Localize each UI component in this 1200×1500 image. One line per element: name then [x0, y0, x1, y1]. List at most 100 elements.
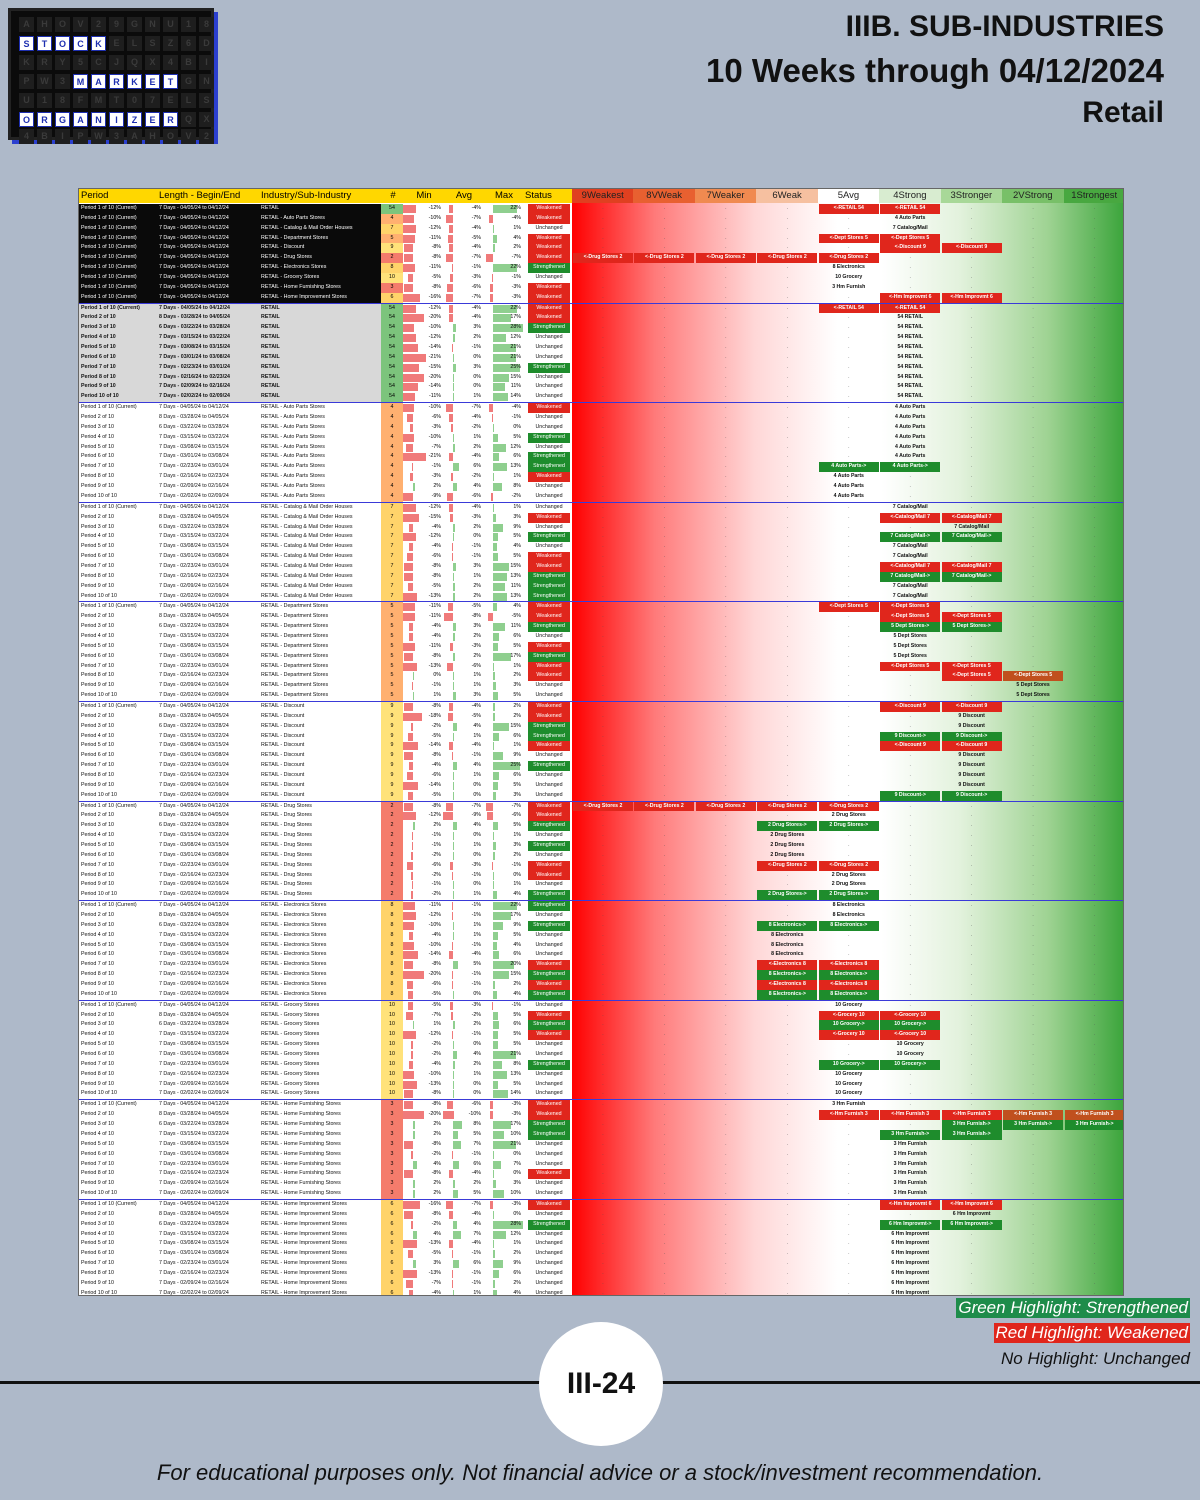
min-bar: [404, 1101, 413, 1110]
min-cell: -8%: [403, 1169, 443, 1179]
avg-value: -2%: [471, 1011, 481, 1018]
length-cell: 7 Days - 02/16/24 to 02/23/24: [159, 672, 229, 679]
min-bar: [411, 842, 413, 850]
max-bar: [493, 881, 495, 890]
empty-rank-cell: .: [970, 443, 973, 450]
empty-rank-cell: .: [602, 1051, 604, 1058]
status-badge: Weakened: [528, 253, 570, 264]
empty-rank-cell: .: [970, 463, 973, 470]
empty-rank-cell: .: [725, 1260, 727, 1267]
period-cell: Period 4 of 10: [81, 832, 114, 839]
empty-rank-cell: .: [725, 383, 727, 390]
empty-rank-cell: .: [909, 822, 911, 829]
avg-bar: [445, 1200, 453, 1209]
period-cell: Period 6 of 10: [81, 851, 114, 858]
min-bar: [408, 1289, 413, 1295]
empty-rank-cell: .: [1093, 951, 1096, 958]
table-row: Period 5 of 10 7 Days - 03/08/24 to 03/15…: [79, 641, 1123, 652]
empty-rank-cell: .: [848, 1200, 850, 1207]
count-cell: 4: [381, 422, 403, 433]
length-cell: 6 Days - 03/22/24 to 03/28/24: [157, 323, 259, 334]
empty-rank-cell: .: [663, 234, 666, 241]
min-cell: -14%: [403, 781, 443, 791]
empty-rank-cell: .: [602, 353, 604, 360]
industry-cell: RETAIL - Catalog & Mail Order Houses: [261, 582, 353, 589]
empty-rank-cell: .: [970, 961, 973, 968]
period-cell: Period 5 of 10: [81, 742, 114, 749]
empty-rank-cell: .: [663, 752, 666, 759]
min-bar: [403, 453, 426, 462]
empty-rank-cell: .: [602, 453, 604, 460]
industry-cell: RETAIL - Drug Stores: [261, 832, 312, 839]
empty-rank-cell: .: [1093, 433, 1096, 440]
rank-tag: 54 RETAIL: [897, 314, 923, 321]
max-bar: [493, 1041, 499, 1050]
max-cell: 15%: [483, 722, 523, 732]
empty-rank-cell: .: [602, 492, 604, 499]
industry-cell: RETAIL - Auto Parts Stores: [261, 423, 325, 430]
table-row: Period 1 of 10 (Current) 7 Days - 04/05/2…: [79, 204, 1123, 214]
empty-rank-cell: .: [1032, 881, 1034, 888]
empty-rank-cell: .: [909, 931, 911, 938]
rank-tag: 3 Hm Furnish->: [1003, 1120, 1064, 1130]
avg-bar: [453, 692, 457, 701]
empty-rank-cell: .: [725, 1021, 727, 1028]
header-cell: Period: [79, 189, 157, 203]
period-cell: Period 7 of 10: [81, 1060, 114, 1067]
empty-rank-cell: .: [725, 244, 727, 251]
min-bar: [403, 1111, 425, 1120]
empty-rank-cell: .: [786, 1001, 789, 1008]
max-cell: -4%: [483, 403, 523, 413]
max-cell: 9%: [483, 523, 523, 533]
empty-rank-cell: .: [1032, 1240, 1034, 1247]
rank-tag: 2 Drug Stores->: [757, 890, 818, 901]
period-cell: Period 5 of 10: [81, 1240, 114, 1247]
min-cell: -12%: [403, 224, 443, 234]
industry-cell: RETAIL - Catalog & Mail Order Houses: [261, 503, 353, 510]
empty-rank-cell: .: [848, 1160, 850, 1167]
empty-rank-cell: .: [602, 672, 604, 679]
empty-rank-cell: .: [786, 274, 789, 281]
length-cell: 7 Days - 04/05/24 to 04/12/24: [159, 702, 229, 709]
avg-bar: [451, 1150, 453, 1159]
period-cell: Period 2 of 10: [81, 712, 114, 719]
avg-value: 1%: [473, 931, 481, 938]
status-badge: Strengthened: [528, 581, 570, 592]
empty-rank-cell: .: [663, 503, 666, 510]
rank-tag: 8 Electronics->: [818, 989, 879, 1000]
avg-bar: [451, 981, 453, 990]
rank-tag: 3 Hm Furnish: [832, 283, 866, 290]
empty-rank-cell: .: [786, 463, 789, 470]
empty-rank-cell: .: [725, 224, 727, 231]
empty-rank-cell: .: [970, 304, 973, 311]
header-rank-cell: 3Stronger: [940, 189, 1003, 203]
empty-rank-cell: .: [663, 861, 666, 868]
empty-rank-cell: .: [725, 1031, 727, 1038]
empty-rank-cell: .: [1032, 791, 1034, 798]
empty-rank-cell: .: [602, 682, 604, 689]
max-cell: 5%: [483, 1040, 523, 1050]
avg-value: 0%: [473, 373, 481, 380]
empty-rank-cell: .: [725, 414, 727, 421]
period-cell: Period 5 of 10: [81, 443, 114, 450]
empty-rank-cell: .: [602, 1170, 604, 1177]
empty-rank-cell: .: [786, 293, 789, 300]
avg-bar: [453, 771, 455, 780]
industry-cell: RETAIL - Department Stores: [261, 603, 329, 610]
empty-rank-cell: .: [786, 1031, 789, 1038]
period-cell: Period 6 of 10: [81, 752, 114, 759]
logo-letter: E: [109, 36, 124, 51]
avg-cell: 1%: [443, 433, 483, 443]
status-badge: Weakened: [528, 243, 570, 254]
empty-rank-cell: .: [602, 1080, 604, 1087]
empty-rank-cell: .: [663, 912, 666, 919]
min-cell: -4%: [403, 542, 443, 552]
empty-rank-cell: .: [848, 582, 850, 589]
empty-rank-cell: .: [1093, 443, 1096, 450]
length-cell: 7 Days - 03/08/24 to 03/15/24: [159, 543, 229, 550]
empty-rank-cell: .: [602, 1090, 604, 1097]
empty-rank-cell: .: [786, 1220, 789, 1227]
avg-bar: [453, 842, 455, 850]
empty-rank-cell: .: [848, 712, 850, 719]
empty-rank-cell: .: [1032, 951, 1034, 958]
